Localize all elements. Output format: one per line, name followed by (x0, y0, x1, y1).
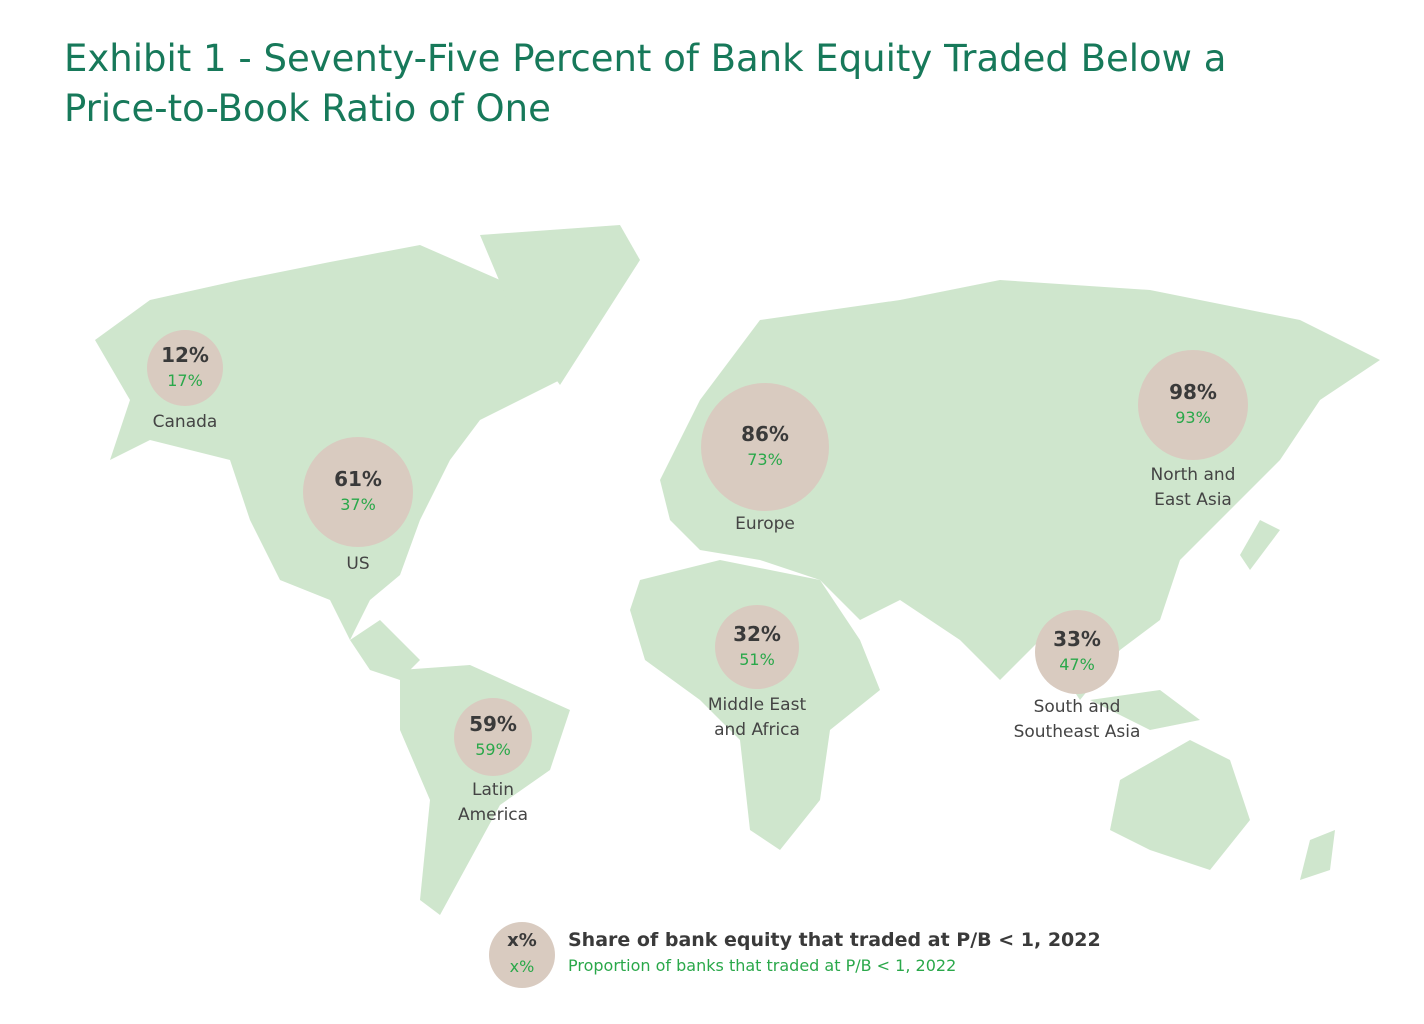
region-bubble (303, 437, 413, 547)
share-label: 12% (161, 343, 209, 367)
share-label: 61% (334, 467, 382, 491)
region-label: South and Southeast Asia (1013, 697, 1141, 742)
region-bubble (1035, 610, 1119, 694)
region-label: Latin America (457, 780, 529, 825)
region-label: Europe (735, 514, 795, 534)
title: Exhibit 1 - Seventy-Five Percent of Bank… (64, 37, 1227, 130)
region-bubble (715, 605, 799, 689)
share-label: 86% (741, 422, 789, 446)
proportion-label: 93% (1175, 408, 1211, 427)
legend-bubble (489, 922, 555, 988)
region-bubble (1138, 350, 1248, 460)
legend-entry: Proportion of banks that traded at P/B <… (568, 956, 957, 975)
proportion-label: 59% (475, 740, 511, 759)
proportion-label: 37% (340, 495, 376, 514)
region-label: Middle East and Africa (707, 695, 807, 740)
region-label: Canada (152, 412, 218, 432)
legend-entry: Share of bank equity that traded at P/B … (568, 929, 1101, 951)
land (95, 225, 1380, 915)
region-bubble (701, 383, 829, 511)
share-label: 33% (1053, 627, 1101, 651)
proportion-label: 17% (167, 371, 203, 390)
share-label: 32% (733, 622, 781, 646)
share-label: 59% (469, 712, 517, 736)
proportion-label: 47% (1059, 655, 1095, 674)
region-label: US (346, 554, 370, 574)
legend-symbol: x% (509, 957, 535, 976)
share-label: 98% (1169, 380, 1217, 404)
region-bubble (147, 330, 223, 406)
region-bubble (454, 698, 532, 776)
proportion-label: 73% (747, 450, 783, 469)
legend-symbol: x% (507, 930, 537, 951)
region-label: North and East Asia (1150, 465, 1236, 510)
proportion-label: 51% (739, 650, 775, 669)
